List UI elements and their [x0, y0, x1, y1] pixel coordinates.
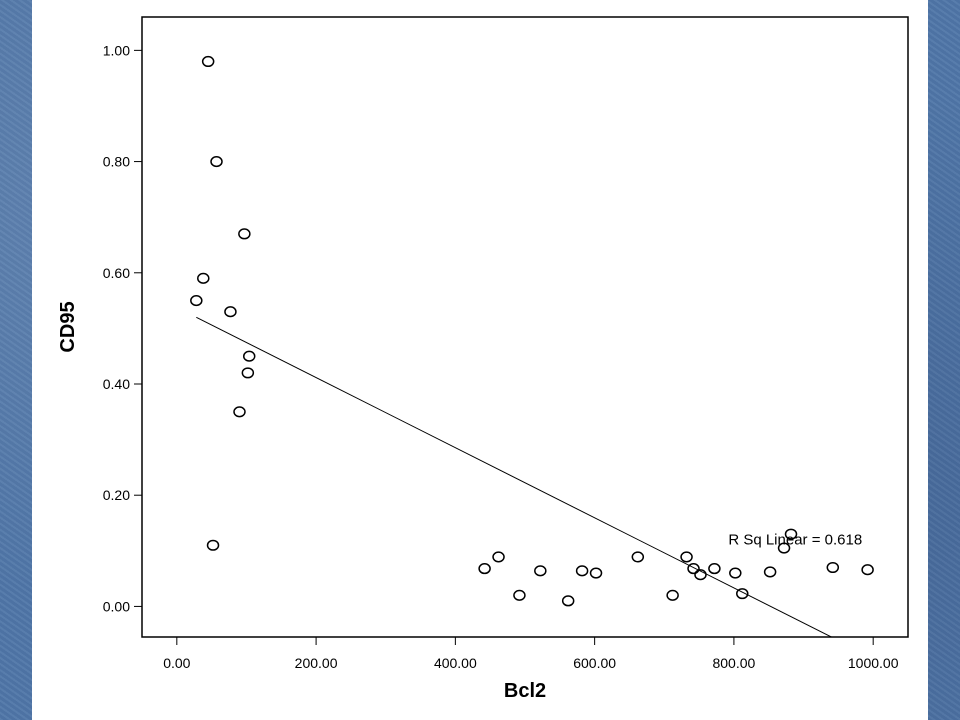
data-point [197, 272, 210, 284]
data-point [575, 565, 589, 577]
data-point [763, 566, 777, 578]
data-point [729, 567, 742, 579]
data-point [201, 55, 215, 68]
data-point [224, 306, 237, 318]
plot-frame [141, 16, 909, 638]
data-points [190, 55, 874, 607]
data-point [561, 595, 575, 607]
data-point [680, 551, 693, 563]
x-tick-label: 1000.00 [848, 655, 899, 671]
scatter-chart: 0.00 0.20 0.40 0.60 0.80 1.00 0.00 200.00 400.0… [57, 16, 909, 702]
data-point [666, 589, 679, 601]
data-point [736, 588, 749, 600]
x-tick-label: 600.00 [573, 655, 616, 671]
data-point [238, 228, 251, 240]
data-point [631, 551, 645, 563]
data-point [777, 542, 791, 554]
data-point [784, 528, 798, 540]
data-point [826, 561, 840, 574]
y-tick-label: 0.80 [103, 154, 130, 170]
x-tick-label: 400.00 [434, 655, 477, 671]
y-tick-label: 0.20 [103, 487, 130, 503]
y-axis: 0.00 0.20 0.40 0.60 0.80 1.00 [103, 42, 142, 614]
regression-fit-line [196, 316, 832, 638]
data-point [478, 563, 491, 575]
y-tick-label: 0.40 [103, 376, 130, 392]
data-point [513, 589, 526, 601]
data-point [589, 567, 603, 579]
y-tick-label: 0.60 [103, 265, 130, 281]
y-tick-label: 0.00 [103, 598, 130, 614]
data-point [242, 350, 256, 362]
data-point [687, 563, 700, 575]
data-point [694, 569, 707, 581]
data-point [190, 295, 203, 307]
data-point [206, 539, 220, 551]
x-tick-label: 200.00 [295, 655, 338, 671]
slide: 0.00 0.20 0.40 0.60 0.80 1.00 0.00 200.00 400.0… [32, 0, 928, 720]
x-tick-label: 800.00 [712, 655, 755, 671]
data-point [861, 564, 874, 576]
data-point [492, 551, 505, 563]
data-point [241, 367, 255, 379]
data-point [708, 563, 721, 575]
x-axis: 0.00 200.00 400.00 600.00 800.00 1000.00 [163, 637, 899, 671]
x-axis-title: Bcl2 [504, 680, 546, 702]
x-tick-label: 0.00 [163, 655, 190, 671]
data-point [210, 156, 223, 168]
data-point [534, 565, 547, 577]
y-tick-label: 1.00 [103, 42, 130, 58]
data-point [233, 406, 246, 418]
y-axis-title: CD95 [57, 301, 79, 352]
r-squared-annotation: R Sq Linear = 0.618 [728, 532, 862, 549]
